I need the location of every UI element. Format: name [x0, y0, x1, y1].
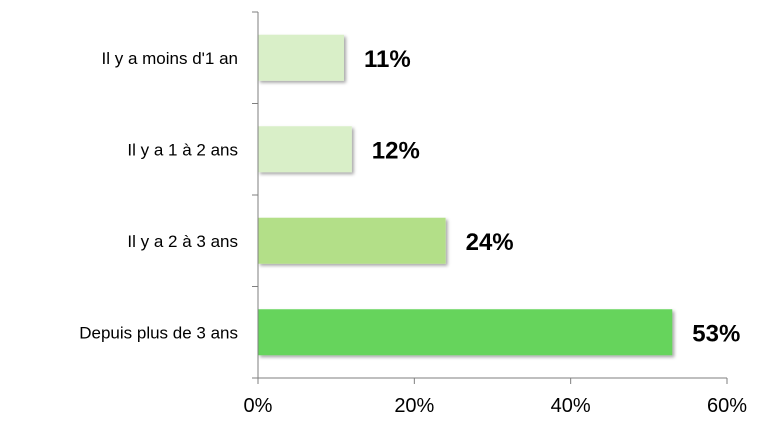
- category-labels: Il y a moins d'1 an Il y a 1 à 2 ans Il y …: [79, 49, 238, 343]
- bar-3: [258, 309, 673, 356]
- x-tick-label-2: 40%: [551, 395, 591, 417]
- data-label-0: 11%: [364, 46, 411, 73]
- data-label-1: 12%: [372, 137, 420, 164]
- bar-1: [258, 126, 352, 173]
- data-label-3: 53%: [692, 320, 740, 347]
- category-label-1: Il y a 1 à 2 ans: [127, 140, 238, 159]
- category-label-0: Il y a moins d'1 an: [102, 49, 238, 68]
- x-tick-label-1: 20%: [394, 395, 434, 417]
- category-label-2: Il y a 2 à 3 ans: [127, 232, 238, 251]
- category-label-3: Depuis plus de 3 ans: [79, 323, 238, 342]
- x-tick-label-3: 60%: [707, 395, 747, 417]
- axes: 0% 20% 40% 60%: [244, 11, 747, 417]
- x-tick-label-0: 0%: [244, 395, 273, 417]
- bar-0: [258, 34, 344, 81]
- data-label-2: 24%: [466, 229, 514, 256]
- bars-group: [258, 34, 673, 356]
- bar-2: [258, 217, 446, 264]
- data-labels: 11% 12% 24% 53%: [364, 46, 740, 348]
